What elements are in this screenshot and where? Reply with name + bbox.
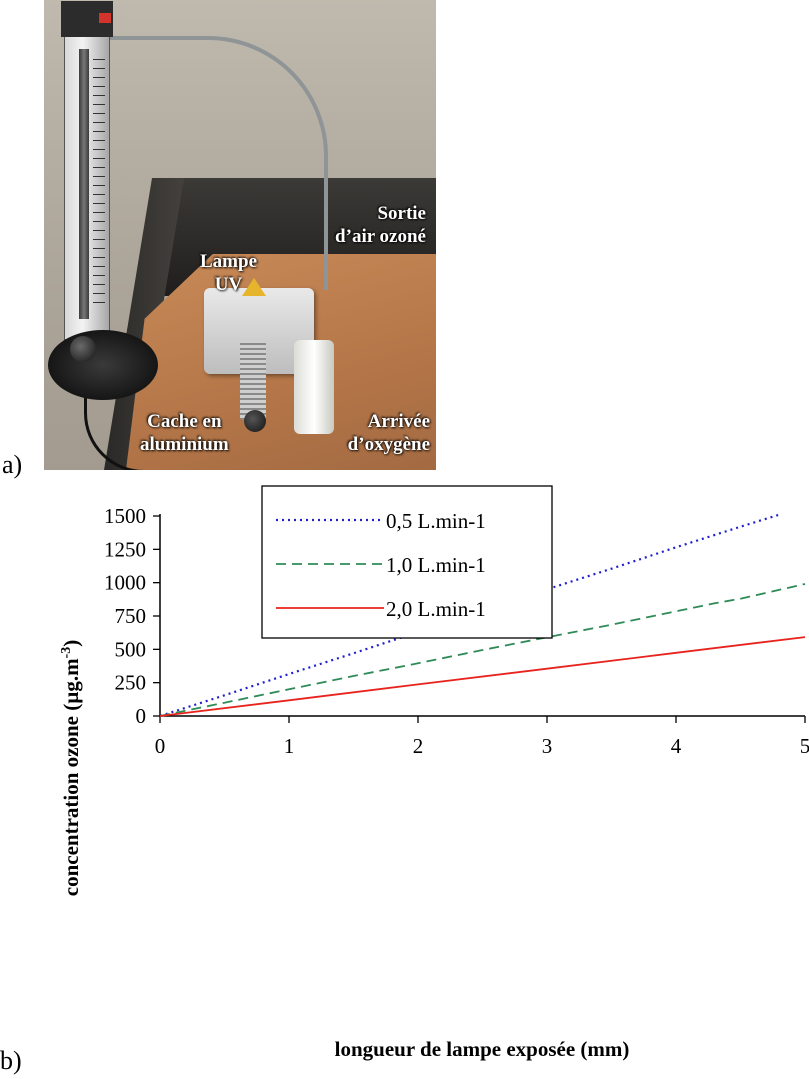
y-tick-label: 500 [115, 637, 147, 661]
legend-entry: 1,0 L.min-1 [386, 553, 486, 577]
y-tick-label: 750 [115, 604, 147, 628]
flowmeter-scale [93, 59, 105, 309]
photo-label-cache: Cache en aluminium [140, 410, 229, 456]
chart-legend: 0,5 L.min-1 1,0 L.min-1 2,0 L.min-1 [261, 485, 553, 639]
aluminium-cover-rod [240, 340, 266, 420]
chart-axes: 0 250 500 750 1000 1250 1500 0 1 2 3 4 5 [104, 504, 809, 758]
y-axis-label-close: ) [59, 640, 83, 647]
chart-series [159, 513, 806, 718]
legend-entry: 2,0 L.min-1 [386, 597, 486, 621]
photo-label-line: Arrivée [367, 411, 430, 432]
x-tick-label: 5 [800, 734, 809, 758]
photo-label-line: d’oxygène [347, 434, 430, 455]
photo-label-lampe: Lampe UV [200, 250, 257, 296]
legend-box [261, 485, 553, 639]
flowmeter-base [48, 330, 158, 400]
y-axis-label-text: concentration ozone (µg.m [59, 658, 83, 896]
photo-label-line: Lampe [200, 251, 257, 272]
gas-hose [104, 36, 328, 290]
flowmeter-tube [79, 49, 89, 319]
y-tick-label: 250 [115, 671, 147, 695]
photo-label-line: UV [214, 274, 243, 295]
x-tick-label: 3 [542, 734, 553, 758]
panel-a-label: a) [2, 450, 23, 479]
ozone-concentration-chart: 0 250 500 750 1000 1250 1500 0 1 2 3 4 5 0,5 L.min-1… [59, 485, 809, 1061]
x-tick-label: 0 [155, 734, 166, 758]
x-tick-label: 2 [413, 734, 424, 758]
photo-label-line: Sortie [377, 203, 426, 224]
rod-cap [244, 410, 266, 432]
warning-icon [242, 278, 266, 296]
apparatus-photo: Sortie d’air ozoné Lampe UV Cache en alu… [44, 0, 436, 470]
flowmeter [61, 1, 113, 340]
photo-label-line: aluminium [140, 434, 229, 455]
y-axis-label-superscript: -3 [59, 647, 74, 659]
y-tick-label: 1250 [104, 537, 146, 561]
series-line-0 [159, 513, 780, 718]
y-tick-label: 0 [136, 704, 147, 728]
legend-entry: 0,5 L.min-1 [386, 509, 486, 533]
flowmeter-indicator [99, 13, 111, 23]
x-tick-label: 1 [284, 734, 295, 758]
series-line-1 [159, 583, 806, 717]
series-line-2 [159, 636, 806, 717]
photo-label-line: d’air ozoné [335, 226, 426, 247]
panel-b-label: b) [0, 1046, 22, 1075]
flowmeter-knob [70, 336, 96, 362]
lamp-cable [84, 330, 217, 470]
y-tick-label: 1500 [104, 504, 146, 528]
x-axis-label: longueur de lampe exposée (mm) [335, 1037, 630, 1061]
photo-label-line: Cache en [147, 411, 222, 432]
photo-label-arrivee: Arrivée d’oxygène [348, 410, 430, 456]
oxygen-inlet-fitting [294, 340, 334, 434]
y-tick-label: 1000 [104, 571, 146, 595]
y-axis-label: concentration ozone (µg.m-3) [59, 640, 83, 896]
x-tick-label: 4 [671, 734, 682, 758]
photo-label-sortie: Sortie d’air ozoné [335, 202, 426, 248]
